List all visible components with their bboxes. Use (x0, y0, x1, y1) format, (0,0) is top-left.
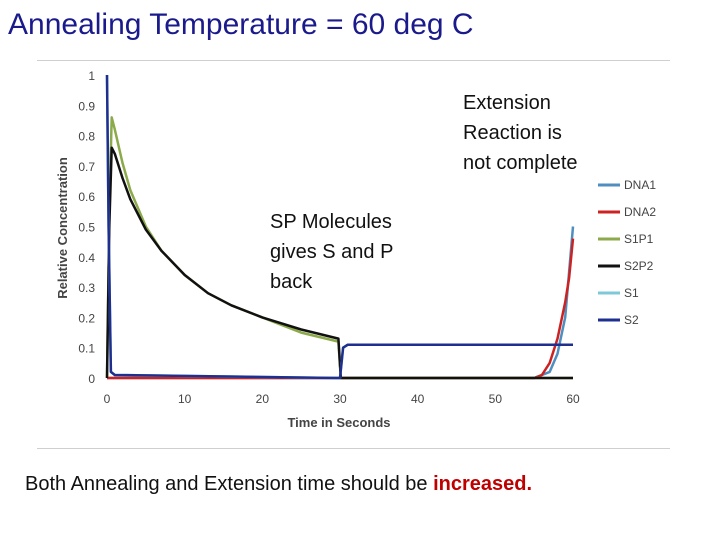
y-tick-label: 0.6 (78, 190, 95, 204)
y-axis-label: Relative Concentration (55, 157, 70, 299)
extension-callout-line: not complete (463, 152, 578, 174)
y-tick-label: 0.3 (78, 281, 95, 295)
x-tick-label: 0 (104, 392, 111, 406)
y-tick-label: 0.9 (78, 99, 95, 113)
legend-label: S1P1 (624, 232, 654, 246)
x-tick-label: 60 (566, 392, 580, 406)
top-divider (37, 60, 670, 61)
y-tick-label: 0.8 (78, 130, 95, 144)
legend-label: DNA2 (624, 205, 656, 219)
x-tick-label: 10 (178, 392, 192, 406)
sp-callout-line: gives S and P (270, 241, 394, 263)
y-tick-label: 0.7 (78, 160, 95, 174)
footer-note: Both Annealing and Extension time should… (25, 473, 532, 496)
legend-label: S2 (624, 313, 639, 327)
sp-callout: SP Molecules gives S and P back (270, 207, 393, 297)
legend-label: S2P2 (624, 259, 654, 273)
sp-callout-line: back (270, 271, 313, 293)
series-line-s2p2 (105, 146, 573, 380)
y-tick-label: 0 (88, 372, 95, 386)
extension-callout-line: Extension (463, 92, 551, 114)
x-tick-label: 30 (333, 392, 347, 406)
y-tick-label: 0.2 (78, 311, 95, 325)
legend-label: DNA1 (624, 178, 656, 192)
series-line-s2 (105, 74, 573, 380)
extension-callout: Extension Reaction is not complete (463, 88, 578, 178)
extension-callout-line: Reaction is (463, 122, 562, 144)
y-tick-label: 0.5 (78, 221, 95, 235)
x-tick-label: 50 (489, 392, 503, 406)
bottom-divider (37, 448, 670, 449)
y-tick-label: 1 (88, 69, 95, 83)
legend-label: S1 (624, 286, 639, 300)
slide-title: Annealing Temperature = 60 deg C (8, 8, 474, 41)
footer-text: Both Annealing and Extension time should… (25, 473, 434, 495)
sp-callout-line: SP Molecules (270, 211, 392, 233)
x-tick-label: 40 (411, 392, 425, 406)
y-tick-label: 0.1 (78, 342, 95, 356)
x-axis-label: Time in Seconds (287, 415, 390, 430)
x-tick-label: 20 (256, 392, 270, 406)
footer-highlight: increased. (433, 473, 533, 495)
y-tick-label: 0.4 (78, 251, 95, 265)
